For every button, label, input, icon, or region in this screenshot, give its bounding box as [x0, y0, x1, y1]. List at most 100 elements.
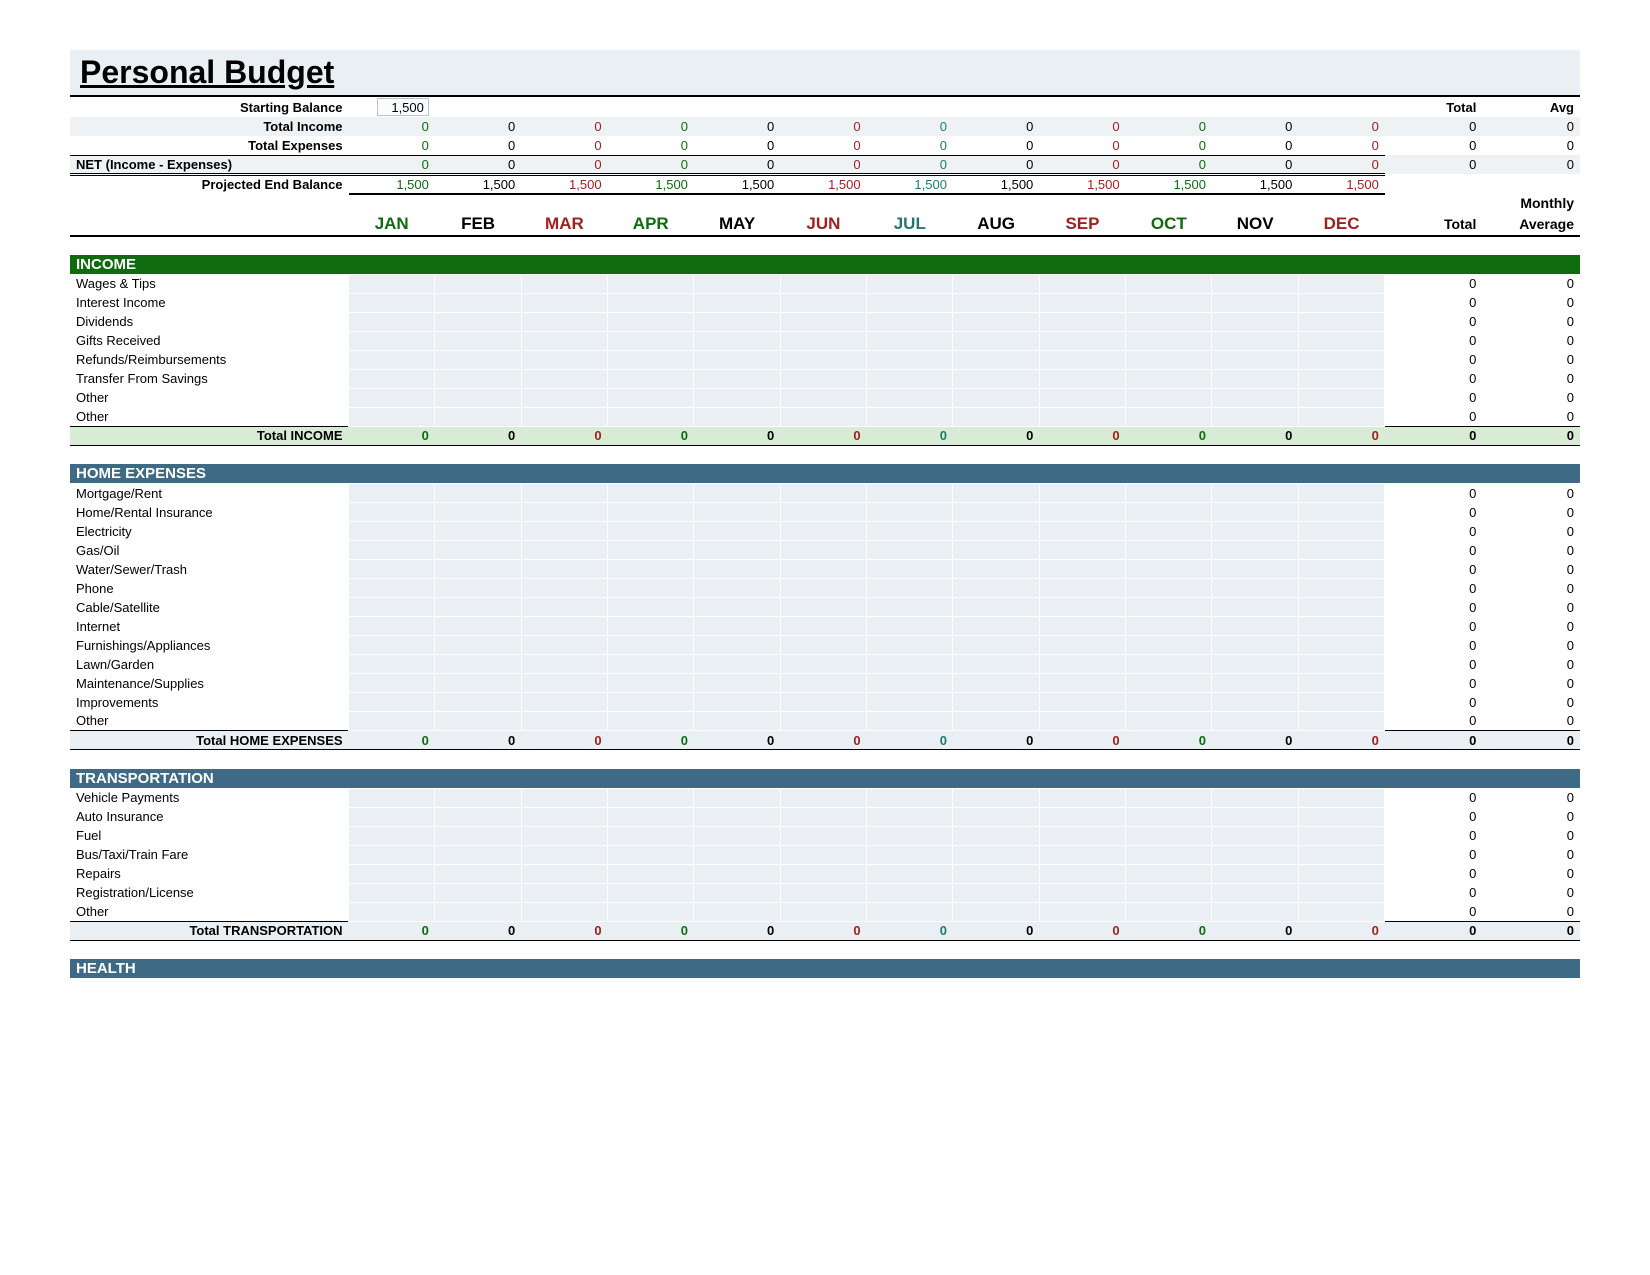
item-cell-home-11-m4[interactable] — [694, 693, 780, 712]
item-cell-income-6-m9[interactable] — [1126, 388, 1212, 407]
item-cell-home-0-m3[interactable] — [608, 484, 694, 503]
item-cell-home-4-m0[interactable] — [349, 560, 435, 579]
item-cell-home-12-m10[interactable] — [1212, 712, 1298, 731]
item-cell-home-0-m11[interactable] — [1298, 484, 1385, 503]
item-cell-income-3-m7[interactable] — [953, 331, 1039, 350]
item-cell-home-8-m0[interactable] — [349, 636, 435, 655]
item-cell-transport-4-m10[interactable] — [1212, 864, 1298, 883]
item-cell-income-7-m6[interactable] — [867, 407, 953, 426]
item-cell-income-5-m9[interactable] — [1126, 369, 1212, 388]
item-cell-income-4-m10[interactable] — [1212, 350, 1298, 369]
item-cell-home-12-m6[interactable] — [867, 712, 953, 731]
item-cell-income-0-m10[interactable] — [1212, 274, 1298, 293]
item-cell-transport-3-m9[interactable] — [1126, 845, 1212, 864]
item-cell-income-5-m3[interactable] — [608, 369, 694, 388]
item-cell-transport-4-m7[interactable] — [953, 864, 1039, 883]
item-cell-income-6-m3[interactable] — [608, 388, 694, 407]
item-cell-home-8-m7[interactable] — [953, 636, 1039, 655]
item-cell-home-11-m6[interactable] — [867, 693, 953, 712]
item-cell-transport-1-m1[interactable] — [435, 807, 521, 826]
item-cell-transport-2-m11[interactable] — [1298, 826, 1385, 845]
item-cell-home-10-m1[interactable] — [435, 674, 521, 693]
item-cell-home-2-m3[interactable] — [608, 522, 694, 541]
item-cell-income-3-m10[interactable] — [1212, 331, 1298, 350]
item-cell-transport-1-m4[interactable] — [694, 807, 780, 826]
item-cell-transport-1-m6[interactable] — [867, 807, 953, 826]
item-cell-transport-1-m7[interactable] — [953, 807, 1039, 826]
item-cell-home-5-m0[interactable] — [349, 579, 435, 598]
item-cell-home-7-m10[interactable] — [1212, 617, 1298, 636]
item-cell-transport-1-m10[interactable] — [1212, 807, 1298, 826]
item-cell-home-4-m7[interactable] — [953, 560, 1039, 579]
item-cell-home-9-m10[interactable] — [1212, 655, 1298, 674]
item-cell-income-1-m2[interactable] — [521, 293, 607, 312]
item-cell-income-6-m0[interactable] — [349, 388, 435, 407]
item-cell-transport-6-m10[interactable] — [1212, 902, 1298, 921]
item-cell-home-5-m3[interactable] — [608, 579, 694, 598]
item-cell-income-3-m6[interactable] — [867, 331, 953, 350]
item-cell-home-12-m4[interactable] — [694, 712, 780, 731]
item-cell-transport-1-m2[interactable] — [521, 807, 607, 826]
item-cell-income-6-m2[interactable] — [521, 388, 607, 407]
item-cell-income-0-m5[interactable] — [780, 274, 866, 293]
item-cell-income-3-m9[interactable] — [1126, 331, 1212, 350]
item-cell-home-4-m3[interactable] — [608, 560, 694, 579]
item-cell-home-6-m1[interactable] — [435, 598, 521, 617]
item-cell-home-4-m11[interactable] — [1298, 560, 1385, 579]
item-cell-transport-4-m4[interactable] — [694, 864, 780, 883]
item-cell-income-2-m9[interactable] — [1126, 312, 1212, 331]
item-cell-income-1-m0[interactable] — [349, 293, 435, 312]
item-cell-home-6-m11[interactable] — [1298, 598, 1385, 617]
item-cell-income-4-m9[interactable] — [1126, 350, 1212, 369]
item-cell-transport-6-m9[interactable] — [1126, 902, 1212, 921]
item-cell-transport-6-m8[interactable] — [1039, 902, 1125, 921]
item-cell-transport-0-m3[interactable] — [608, 788, 694, 807]
item-cell-income-7-m5[interactable] — [780, 407, 866, 426]
item-cell-income-1-m11[interactable] — [1298, 293, 1385, 312]
item-cell-income-4-m1[interactable] — [435, 350, 521, 369]
item-cell-income-1-m10[interactable] — [1212, 293, 1298, 312]
item-cell-home-9-m7[interactable] — [953, 655, 1039, 674]
item-cell-home-1-m2[interactable] — [521, 503, 607, 522]
item-cell-transport-3-m7[interactable] — [953, 845, 1039, 864]
item-cell-home-10-m11[interactable] — [1298, 674, 1385, 693]
item-cell-transport-3-m3[interactable] — [608, 845, 694, 864]
item-cell-income-2-m8[interactable] — [1039, 312, 1125, 331]
item-cell-transport-0-m0[interactable] — [349, 788, 435, 807]
item-cell-transport-4-m11[interactable] — [1298, 864, 1385, 883]
item-cell-transport-3-m1[interactable] — [435, 845, 521, 864]
item-cell-home-3-m10[interactable] — [1212, 541, 1298, 560]
item-cell-transport-3-m6[interactable] — [867, 845, 953, 864]
item-cell-home-7-m1[interactable] — [435, 617, 521, 636]
item-cell-transport-5-m6[interactable] — [867, 883, 953, 902]
item-cell-home-12-m3[interactable] — [608, 712, 694, 731]
item-cell-transport-5-m10[interactable] — [1212, 883, 1298, 902]
item-cell-home-5-m9[interactable] — [1126, 579, 1212, 598]
item-cell-income-1-m3[interactable] — [608, 293, 694, 312]
item-cell-income-4-m7[interactable] — [953, 350, 1039, 369]
item-cell-home-7-m9[interactable] — [1126, 617, 1212, 636]
item-cell-income-5-m11[interactable] — [1298, 369, 1385, 388]
item-cell-transport-6-m6[interactable] — [867, 902, 953, 921]
item-cell-transport-2-m6[interactable] — [867, 826, 953, 845]
item-cell-transport-4-m3[interactable] — [608, 864, 694, 883]
item-cell-transport-2-m3[interactable] — [608, 826, 694, 845]
item-cell-income-3-m11[interactable] — [1298, 331, 1385, 350]
item-cell-transport-0-m8[interactable] — [1039, 788, 1125, 807]
item-cell-income-4-m2[interactable] — [521, 350, 607, 369]
item-cell-transport-0-m9[interactable] — [1126, 788, 1212, 807]
item-cell-home-6-m8[interactable] — [1039, 598, 1125, 617]
item-cell-transport-1-m9[interactable] — [1126, 807, 1212, 826]
item-cell-home-2-m5[interactable] — [780, 522, 866, 541]
item-cell-home-6-m5[interactable] — [780, 598, 866, 617]
item-cell-home-12-m2[interactable] — [521, 712, 607, 731]
item-cell-home-12-m5[interactable] — [780, 712, 866, 731]
item-cell-income-2-m0[interactable] — [349, 312, 435, 331]
item-cell-transport-3-m4[interactable] — [694, 845, 780, 864]
item-cell-home-9-m8[interactable] — [1039, 655, 1125, 674]
item-cell-home-11-m1[interactable] — [435, 693, 521, 712]
item-cell-home-5-m8[interactable] — [1039, 579, 1125, 598]
item-cell-income-6-m7[interactable] — [953, 388, 1039, 407]
item-cell-home-6-m2[interactable] — [521, 598, 607, 617]
item-cell-home-5-m1[interactable] — [435, 579, 521, 598]
